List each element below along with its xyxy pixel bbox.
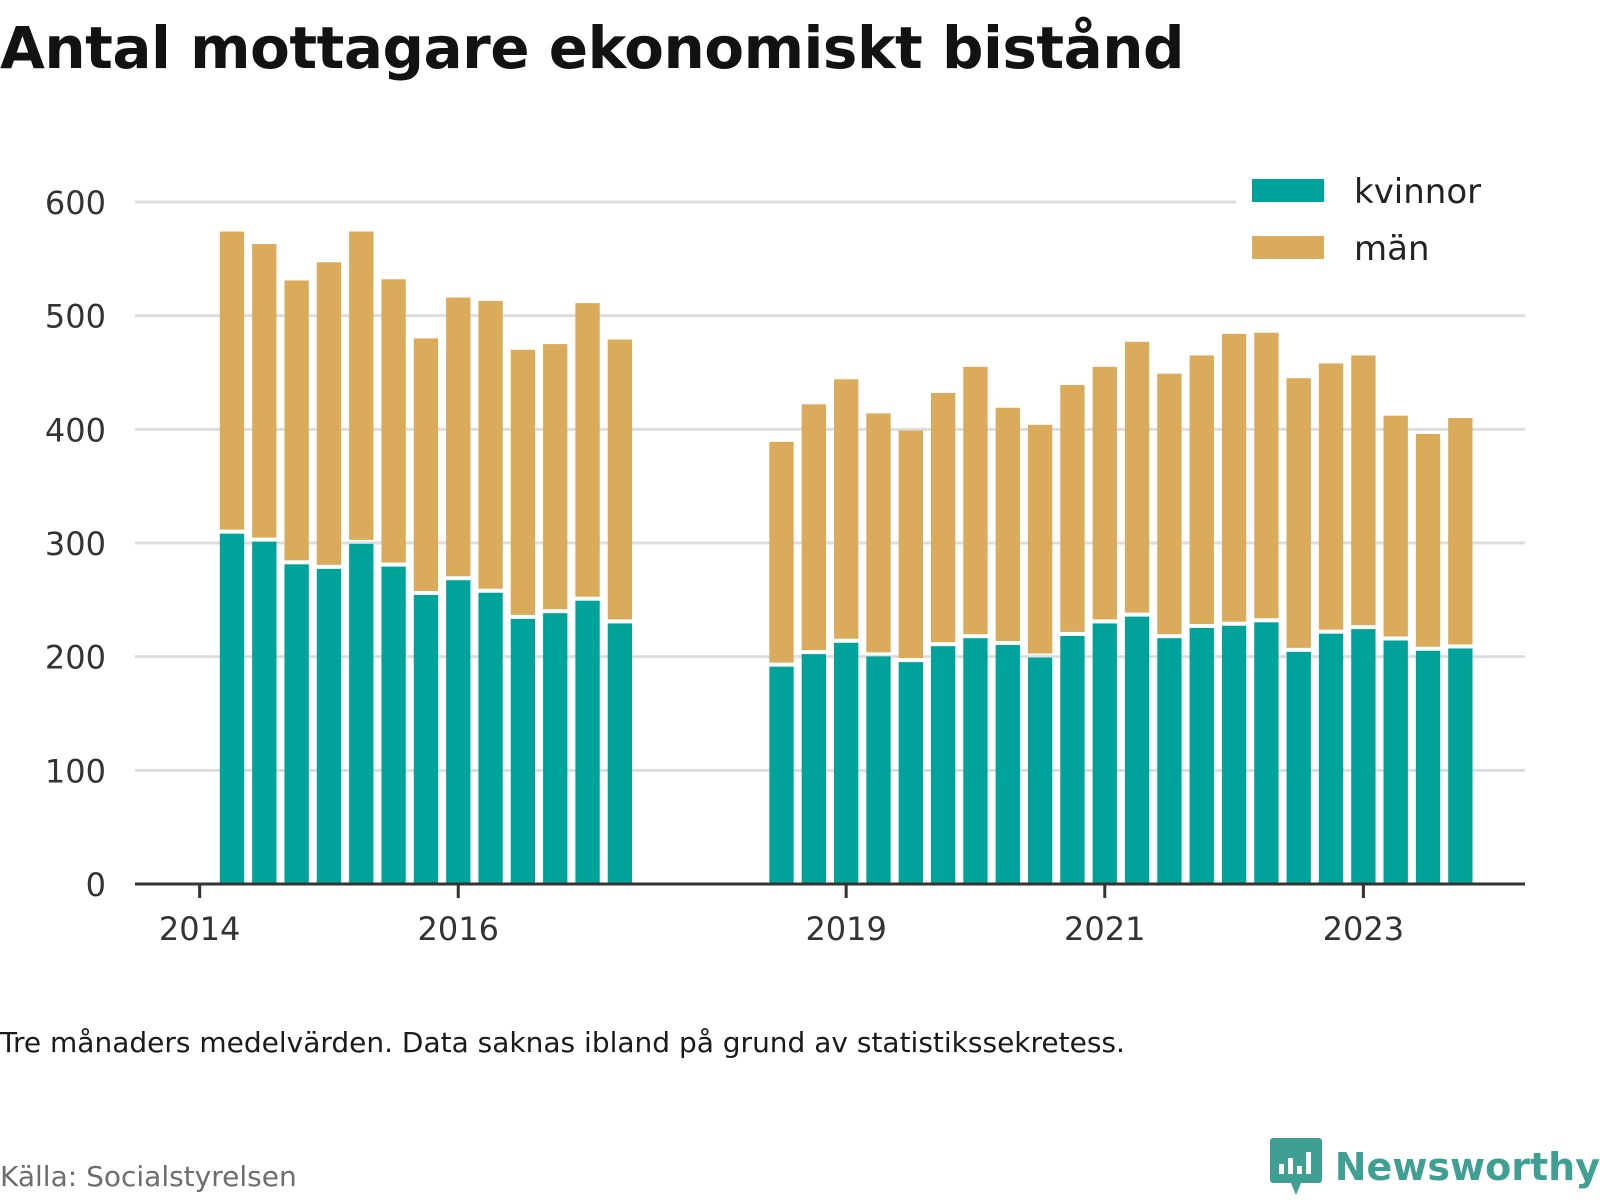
y-tick-label: 500 <box>45 298 106 336</box>
bar-man <box>1157 373 1182 635</box>
y-tick-label: 0 <box>86 866 106 904</box>
bar-kvinnor <box>1157 638 1182 884</box>
bar-kvinnor <box>1027 657 1053 884</box>
bar-kvinnor <box>1189 627 1214 884</box>
y-tick-label: 600 <box>45 184 106 222</box>
bar-kvinnor <box>834 642 859 884</box>
bar-kvinnor <box>349 543 374 884</box>
axes: 0 100 200 300 400 500 600 2014 2016 2019 2021 2023 <box>45 184 1525 948</box>
bar-man <box>963 366 988 635</box>
bar-man <box>1221 333 1247 622</box>
bar-kvinnor <box>866 656 891 884</box>
bar-kvinnor <box>769 666 794 884</box>
legend: kvinnor män <box>1236 164 1530 280</box>
bar-man <box>1286 378 1311 648</box>
bar-kvinnor <box>995 645 1020 884</box>
legend-label-kvinnor: kvinnor <box>1354 172 1481 212</box>
bar-man <box>1060 385 1085 632</box>
bar-kvinnor <box>898 662 923 884</box>
source-credit: Källa: Socialstyrelsen <box>0 1160 297 1193</box>
bar-kvinnor <box>607 623 633 884</box>
y-tick-label: 300 <box>45 525 106 563</box>
bar-kvinnor <box>446 580 471 884</box>
bar-man <box>478 300 503 589</box>
bar-kvinnor <box>1092 623 1117 884</box>
bar-kvinnor <box>801 654 826 884</box>
bar-man <box>1318 363 1344 630</box>
bar-kvinnor <box>1254 622 1279 884</box>
x-tick-label: 2023 <box>1323 910 1404 948</box>
bar-kvinnor <box>543 613 568 884</box>
bar-man <box>834 379 859 639</box>
chart-note: Tre månaders medelvärden. Data saknas ib… <box>0 1026 1125 1059</box>
bar-kvinnor <box>219 533 245 884</box>
bar-man <box>316 262 342 565</box>
bar-man <box>1448 417 1473 645</box>
y-tick-label: 100 <box>45 752 106 790</box>
bar-man <box>930 392 956 643</box>
bar-man <box>219 231 245 530</box>
bar-man <box>1254 332 1279 619</box>
bar-kvinnor <box>575 600 600 884</box>
bar-kvinnor <box>381 566 406 884</box>
bar-man <box>1027 424 1053 654</box>
bar-kvinnor <box>1286 651 1311 884</box>
bar-man <box>381 279 406 563</box>
bar-man <box>769 441 794 663</box>
chart-title: Antal mottagare ekonomiskt bistånd <box>0 14 1185 82</box>
legend-swatch-kvinnor <box>1252 179 1324 202</box>
bar-man <box>1383 415 1408 637</box>
bar-man <box>995 407 1020 642</box>
bar-kvinnor <box>510 618 536 884</box>
bar-man <box>284 280 309 561</box>
bar-man <box>607 339 633 620</box>
x-tick-label: 2016 <box>418 910 499 948</box>
bar-kvinnor <box>1351 629 1376 884</box>
bar-kvinnor <box>252 541 277 884</box>
bar-man <box>866 413 891 653</box>
bar-man <box>252 244 277 538</box>
x-tick-label: 2021 <box>1064 910 1145 948</box>
bar-man <box>510 349 536 615</box>
x-tick-label: 2019 <box>805 910 886 948</box>
bar-man <box>446 297 471 577</box>
bar-man <box>1189 355 1214 624</box>
newsworthy-logo-icon <box>1269 1138 1322 1195</box>
bar-kvinnor <box>1448 648 1473 884</box>
bar-kvinnor <box>930 646 956 884</box>
legend-swatch-man <box>1252 236 1324 259</box>
bar-man <box>543 344 568 610</box>
bar-kvinnor <box>316 568 342 884</box>
bar-kvinnor <box>1221 625 1247 884</box>
bars <box>219 231 1473 884</box>
bar-kvinnor <box>1383 640 1408 884</box>
bar-man <box>1415 433 1441 647</box>
bar-kvinnor <box>284 564 309 884</box>
brand-name: Newsworthy <box>1334 1145 1600 1189</box>
bar-kvinnor <box>478 592 503 884</box>
bar-kvinnor <box>963 638 988 884</box>
bar-kvinnor <box>1124 616 1150 884</box>
y-tick-label: 400 <box>45 411 106 449</box>
bar-man <box>349 231 374 540</box>
bar-man <box>801 404 826 651</box>
bar-kvinnor <box>1415 650 1441 884</box>
bar-man <box>898 430 923 659</box>
bar-man <box>413 338 439 592</box>
bar-kvinnor <box>1318 633 1344 884</box>
bar-man <box>1351 355 1376 626</box>
grid-lines <box>135 200 1525 772</box>
bar-man <box>575 303 600 597</box>
bar-kvinnor <box>413 595 439 884</box>
bar-kvinnor <box>1060 635 1085 884</box>
legend-label-man: män <box>1354 229 1430 269</box>
bar-man <box>1124 341 1150 613</box>
brand-logo: Newsworthy <box>1269 1136 1600 1198</box>
bar-man <box>1092 366 1117 620</box>
y-tick-label: 200 <box>45 639 106 677</box>
x-tick-label: 2014 <box>159 910 240 948</box>
